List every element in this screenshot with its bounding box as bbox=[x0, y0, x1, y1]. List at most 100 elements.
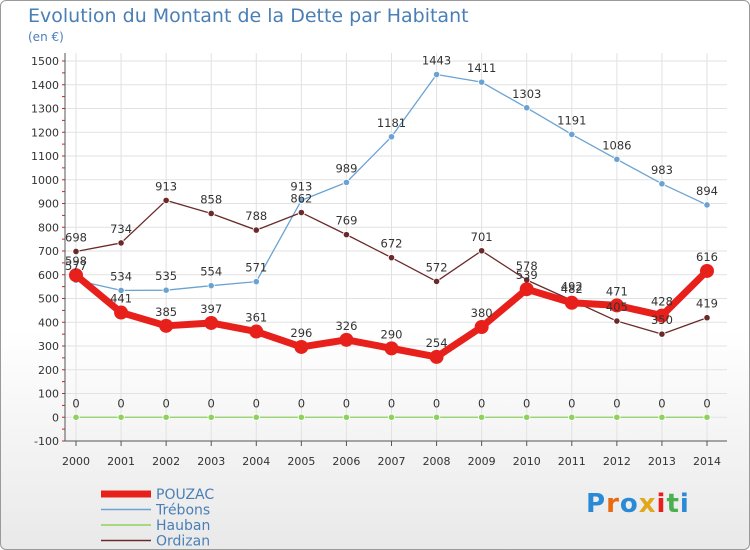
data-label-hauban: 0 bbox=[117, 396, 124, 410]
data-point-trbons bbox=[252, 278, 260, 286]
axes: -100010020030040050060070080090010001100… bbox=[31, 53, 727, 468]
data-label-trbons: 983 bbox=[651, 163, 673, 177]
data-point-trbons bbox=[523, 104, 531, 112]
data-point-hauban bbox=[207, 413, 215, 421]
x-tick-label: 2008 bbox=[423, 455, 451, 468]
data-point-trbons bbox=[703, 201, 711, 209]
x-tick-label: 2007 bbox=[378, 455, 406, 468]
logo-letter: t bbox=[666, 489, 680, 519]
series-layer bbox=[69, 70, 714, 421]
data-point-ordizan bbox=[432, 277, 441, 285]
data-label-ordizan: 858 bbox=[200, 192, 222, 206]
data-label-hauban: 0 bbox=[253, 396, 260, 410]
data-label-trbons: 1191 bbox=[557, 113, 586, 127]
data-label-trbons: 894 bbox=[696, 184, 718, 198]
x-tick-label: 2003 bbox=[197, 455, 225, 468]
data-label-hauban: 0 bbox=[703, 396, 710, 410]
data-label-trbons: 535 bbox=[155, 269, 177, 283]
x-tick-label: 2000 bbox=[62, 455, 90, 468]
x-tick-label: 2005 bbox=[287, 455, 315, 468]
y-tick-label: 800 bbox=[38, 221, 59, 234]
y-tick-label: 1100 bbox=[31, 150, 59, 163]
legend-label: Hauban bbox=[156, 518, 210, 534]
data-label-pouzac: 482 bbox=[561, 282, 583, 296]
data-label-hauban: 0 bbox=[72, 396, 79, 410]
data-point-hauban bbox=[658, 413, 666, 421]
chart-subtitle: (en €) bbox=[28, 30, 64, 44]
x-tick-label: 2012 bbox=[603, 455, 631, 468]
data-point-hauban bbox=[162, 413, 170, 421]
data-point-hauban bbox=[297, 413, 305, 421]
data-point-trbons bbox=[658, 180, 666, 188]
data-label-trbons: 1181 bbox=[377, 116, 406, 130]
data-label-pouzac: 296 bbox=[290, 326, 312, 340]
logo-letter: P bbox=[586, 489, 607, 519]
data-label-pouzac: 428 bbox=[651, 295, 673, 309]
y-tick-label: 200 bbox=[38, 364, 59, 377]
y-tick-label: -100 bbox=[34, 435, 59, 448]
data-point-pouzac bbox=[294, 339, 309, 354]
data-point-ordizan bbox=[342, 231, 351, 239]
data-point-trbons bbox=[162, 286, 170, 294]
logo-letter: i bbox=[679, 489, 690, 519]
y-tick-label: 500 bbox=[38, 293, 59, 306]
data-point-ordizan bbox=[117, 239, 125, 247]
data-label-trbons: 1411 bbox=[467, 61, 496, 75]
data-label-hauban: 0 bbox=[388, 396, 395, 410]
data-label-ordizan: 788 bbox=[245, 209, 267, 223]
y-tick-label: 600 bbox=[38, 269, 59, 282]
data-label-pouzac: 598 bbox=[65, 254, 87, 268]
legend-label: Ordizan bbox=[156, 534, 210, 550]
data-label-ordizan: 862 bbox=[290, 192, 312, 206]
data-label-pouzac: 539 bbox=[516, 268, 538, 282]
data-label-hauban: 0 bbox=[478, 396, 485, 410]
data-point-hauban bbox=[568, 413, 576, 421]
data-point-trbons bbox=[432, 70, 441, 79]
y-tick-label: 0 bbox=[52, 411, 59, 424]
data-point-ordizan bbox=[478, 247, 486, 255]
chart-title: Evolution du Montant de la Dette par Hab… bbox=[28, 5, 469, 27]
data-label-ordizan: 672 bbox=[381, 237, 403, 251]
data-labels: 0 0 0 0 0 0 0 0 0 0 0 0 0 0 0 577 534 535 554 571 913 989 1181… bbox=[65, 54, 718, 411]
proxiti-logo: Proxiti bbox=[586, 489, 690, 519]
data-point-ordizan bbox=[613, 317, 621, 325]
y-tick-label: 300 bbox=[38, 340, 59, 353]
data-point-trbons bbox=[297, 196, 305, 205]
y-tick-label: 1000 bbox=[31, 174, 59, 187]
data-label-pouzac: 441 bbox=[110, 292, 132, 306]
data-label-trbons: 534 bbox=[110, 269, 132, 283]
data-point-hauban bbox=[342, 413, 351, 421]
data-point-hauban bbox=[387, 413, 396, 421]
data-point-pouzac bbox=[204, 315, 219, 330]
y-tick-label: 1500 bbox=[31, 55, 59, 68]
data-point-pouzac bbox=[609, 298, 624, 313]
x-tick-label: 2004 bbox=[242, 455, 270, 468]
data-label-ordizan: 572 bbox=[426, 260, 448, 274]
data-label-hauban: 0 bbox=[613, 396, 620, 410]
data-label-pouzac: 361 bbox=[245, 311, 267, 325]
y-tick-label: 1200 bbox=[31, 126, 59, 139]
data-label-ordizan: 701 bbox=[471, 230, 493, 244]
data-point-hauban bbox=[432, 413, 441, 421]
data-label-hauban: 0 bbox=[162, 396, 169, 410]
data-label-pouzac: 397 bbox=[200, 302, 222, 316]
x-tick-label: 2011 bbox=[558, 455, 586, 468]
data-label-hauban: 0 bbox=[208, 396, 215, 410]
x-tick-label: 2006 bbox=[332, 455, 360, 468]
data-label-pouzac: 254 bbox=[426, 336, 448, 350]
data-point-pouzac bbox=[654, 308, 669, 323]
data-point-trbons bbox=[342, 178, 351, 186]
y-tick-label: 1300 bbox=[31, 103, 59, 116]
data-point-pouzac bbox=[474, 320, 489, 334]
x-tick-label: 2013 bbox=[648, 455, 676, 468]
logo-letter: x bbox=[638, 489, 657, 519]
y-tick-label: 900 bbox=[38, 198, 59, 211]
data-point-pouzac bbox=[429, 349, 444, 364]
data-label-ordizan: 405 bbox=[606, 300, 628, 314]
data-label-pouzac: 616 bbox=[696, 250, 718, 264]
logo-letter: r bbox=[606, 489, 620, 519]
data-point-trbons bbox=[117, 286, 125, 295]
data-point-trbons bbox=[478, 78, 486, 86]
x-tick-label: 2009 bbox=[468, 455, 496, 468]
